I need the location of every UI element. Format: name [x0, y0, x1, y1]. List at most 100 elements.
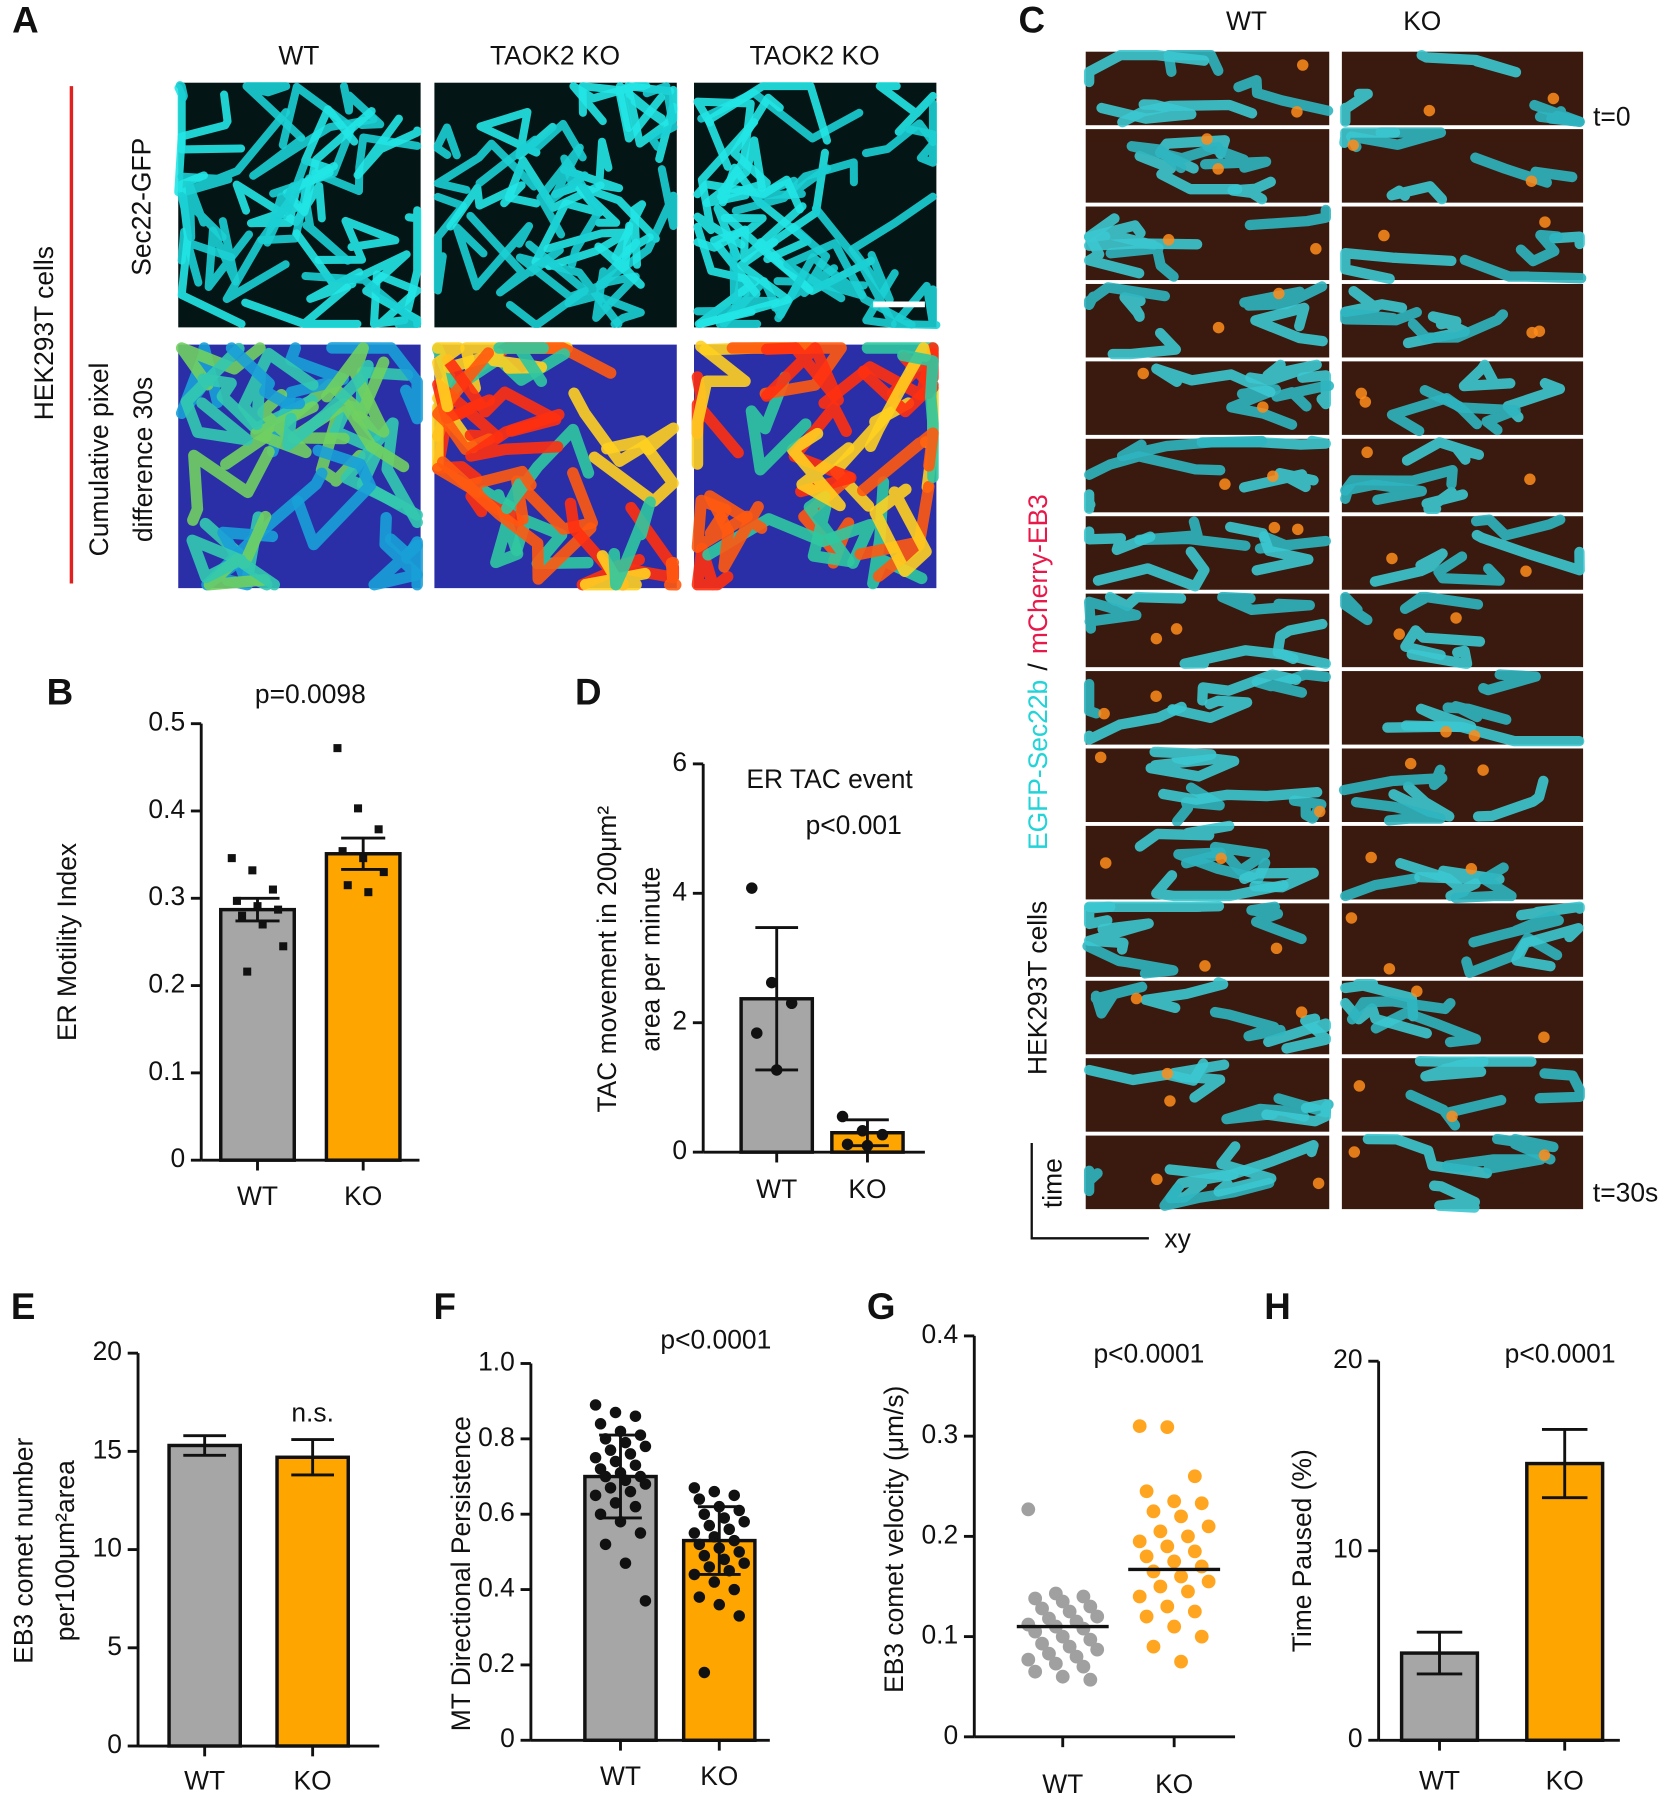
- data-point: [688, 1568, 701, 1581]
- data-point: [248, 866, 257, 875]
- data-point: [333, 744, 342, 753]
- micrograph-structure: [1281, 1013, 1331, 1054]
- data-point: [624, 1485, 637, 1498]
- micrograph-puncta: [1378, 229, 1390, 242]
- micrograph-structure: [1346, 996, 1456, 1025]
- data-point: [1139, 1549, 1154, 1564]
- micrograph-structure: [475, 119, 587, 188]
- micrograph-puncta: [1465, 863, 1478, 875]
- micrograph-structure: [1428, 1180, 1481, 1213]
- micrograph-structure: [1407, 309, 1509, 343]
- micrograph-structure: [864, 342, 932, 453]
- data-point: [1132, 1419, 1147, 1434]
- micrograph-puncta: [1296, 59, 1309, 71]
- data-point: [836, 1110, 849, 1123]
- error-bar: [697, 1505, 741, 1576]
- y-axis-label: Time Paused (%): [1287, 1449, 1317, 1652]
- micrograph-structure: [1239, 867, 1319, 893]
- y-tick-label: 0.8: [478, 1422, 515, 1452]
- micrograph-structure: [187, 446, 275, 526]
- micrograph-structure: [536, 143, 589, 239]
- micrograph-structure: [1092, 546, 1210, 592]
- micrograph-structure: [702, 136, 767, 208]
- annotation: p=0.0098: [255, 679, 366, 709]
- data-point: [765, 976, 778, 989]
- data-point: [703, 1519, 716, 1532]
- x-tick-label: KO: [700, 1761, 738, 1791]
- data-point: [1174, 1569, 1188, 1584]
- micrograph-structure: [1382, 703, 1477, 733]
- micrograph-structure: [1515, 229, 1563, 267]
- channel-name: /: [1023, 663, 1053, 671]
- micrograph-structure: [1225, 521, 1314, 576]
- data-point: [1132, 1534, 1147, 1549]
- micrograph-structure: [250, 388, 319, 459]
- data-point: [688, 1482, 701, 1494]
- data-point: [599, 1470, 612, 1483]
- micrograph-structure: [1340, 88, 1373, 127]
- micrograph-structure: [1090, 981, 1148, 1019]
- y-tick-label: 10: [1333, 1534, 1362, 1564]
- y-axis-label: per100μm²area: [50, 1460, 80, 1641]
- y-tick-label: 20: [1333, 1344, 1362, 1374]
- micrograph-structure: [1399, 591, 1484, 614]
- micrograph-structure: [1134, 820, 1235, 852]
- data-point: [619, 1436, 632, 1449]
- data-point: [1069, 1649, 1084, 1664]
- micrograph-puncta: [1151, 1173, 1163, 1186]
- data-point: [1055, 1669, 1070, 1684]
- row-label: HEK293T cells: [29, 246, 59, 420]
- data-point: [1139, 1609, 1154, 1624]
- micrograph-structure: [1529, 99, 1585, 127]
- data-point: [1146, 1639, 1161, 1654]
- data-point: [629, 1500, 642, 1513]
- micrograph-structure: [786, 427, 855, 512]
- data-point: [1187, 1544, 1202, 1559]
- micrograph-structure: [731, 158, 858, 215]
- micrograph-structure: [1151, 363, 1276, 398]
- micrograph-structure: [1548, 231, 1585, 250]
- data-point: [856, 1125, 869, 1137]
- data-point: [609, 1497, 622, 1509]
- data-point: [232, 896, 241, 905]
- y-tick-label: 0.1: [148, 1056, 185, 1086]
- error-bar: [1541, 1427, 1588, 1500]
- y-tick-label: 0.1: [921, 1620, 958, 1650]
- y-tick-label: 0: [170, 1143, 185, 1173]
- panel-letter: C: [1018, 0, 1045, 41]
- data-point: [728, 1489, 740, 1502]
- data-point: [589, 1399, 602, 1411]
- micrograph-structure: [1158, 786, 1323, 805]
- y-axis-label: area per minute: [636, 867, 666, 1052]
- data-point: [1035, 1636, 1049, 1651]
- micrograph-structure: [1405, 1089, 1507, 1131]
- annotation: p<0.001: [806, 810, 902, 840]
- micrograph-structure: [1459, 254, 1587, 284]
- micrograph-structure: [1083, 596, 1142, 634]
- micrograph-structure: [177, 227, 236, 287]
- micrograph-structure: [237, 347, 319, 431]
- data-point: [1194, 1559, 1209, 1574]
- micrograph-structure: [242, 82, 306, 142]
- panel-letter: F: [434, 1286, 456, 1327]
- micrograph-structure: [854, 480, 935, 583]
- micrograph-structure: [760, 342, 844, 406]
- micrograph-structure: [1400, 625, 1486, 661]
- micrograph-structure: [1340, 873, 1420, 902]
- micrograph-puncta: [1270, 942, 1283, 955]
- data-point: [698, 1549, 711, 1562]
- micrograph-structure: [1478, 669, 1541, 696]
- y-tick-label: 10: [93, 1533, 122, 1563]
- data-point: [379, 868, 388, 877]
- data-point: [1132, 1589, 1147, 1604]
- micrograph-puncta: [1099, 857, 1112, 869]
- error-bar: [755, 926, 799, 1072]
- data-point: [1083, 1599, 1098, 1614]
- micrograph-puncta: [1359, 396, 1372, 408]
- panel-letter: A: [12, 0, 39, 41]
- micrograph-structure: [564, 291, 645, 328]
- axis-name: time: [1038, 1158, 1068, 1208]
- micrograph-puncta: [1347, 139, 1359, 151]
- micrograph-puncta: [1212, 163, 1224, 175]
